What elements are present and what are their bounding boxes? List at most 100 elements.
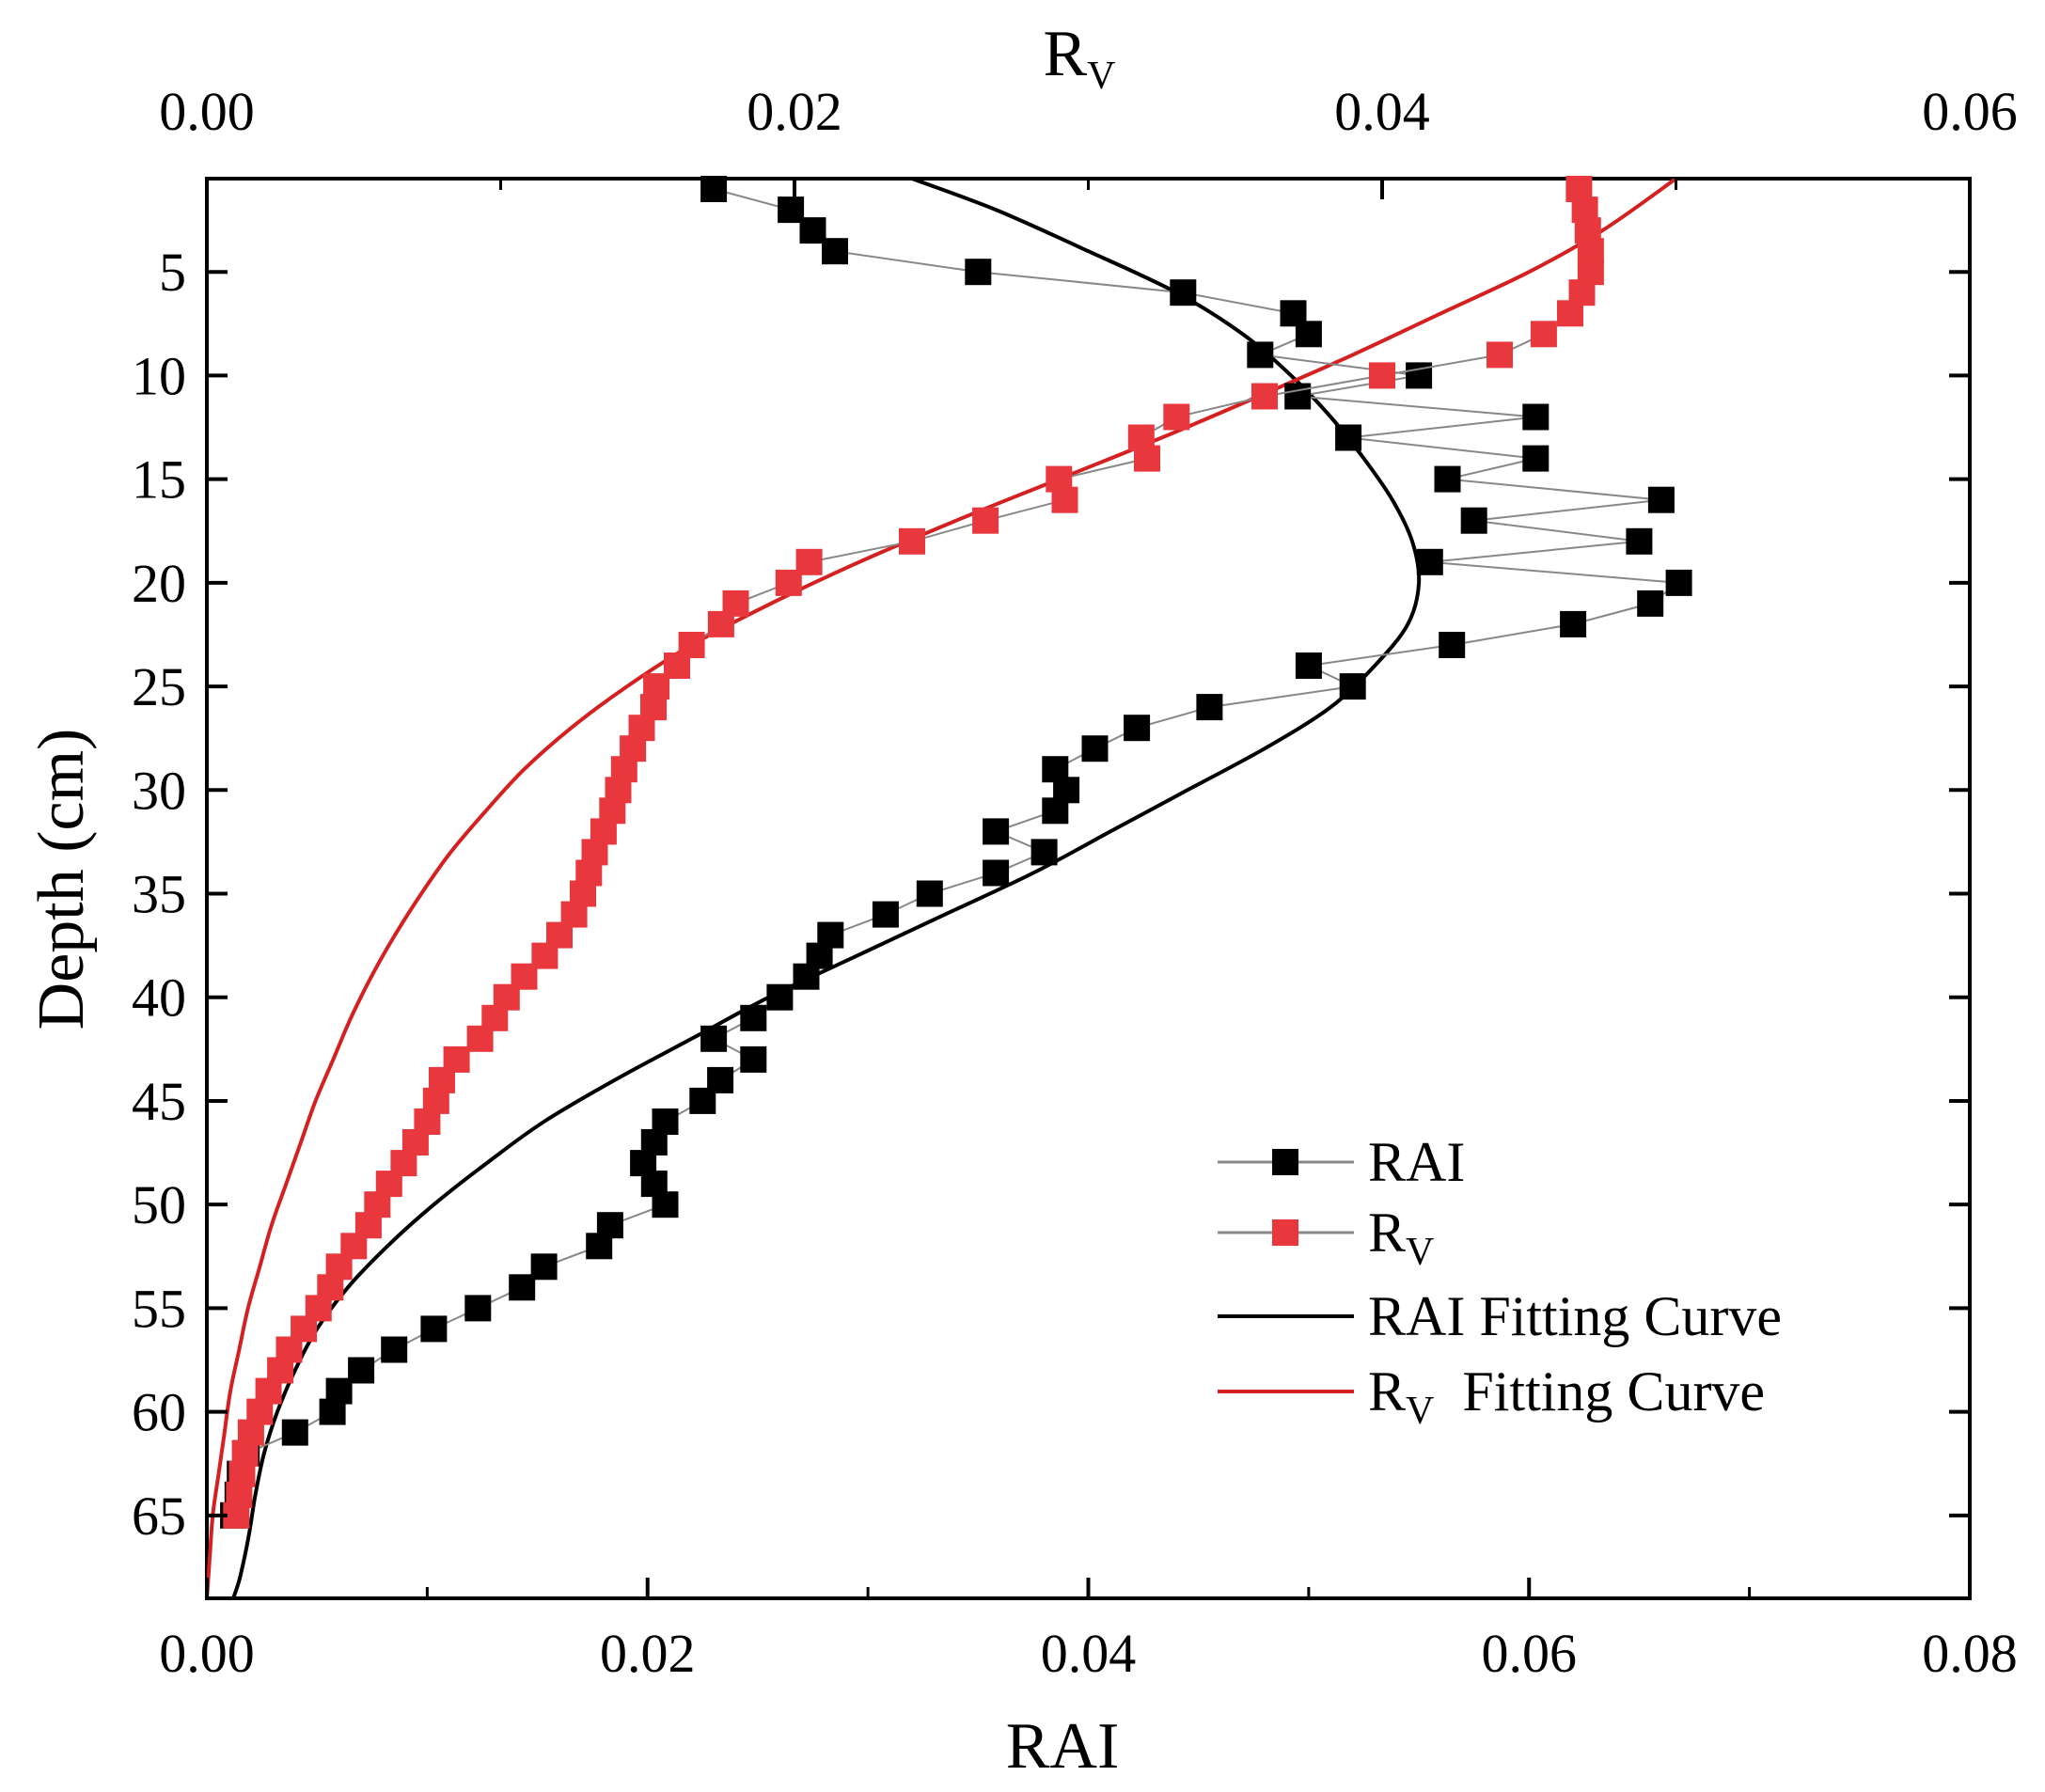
rv-point-17 [972,507,999,534]
rai-point-10 [1406,362,1433,389]
rai-point-16 [1647,486,1675,513]
rai-point-9 [1247,341,1274,369]
rv-point-12 [1163,403,1190,431]
rv-point-18 [899,527,925,555]
rai-point-1 [700,176,728,202]
rai-point-26 [1196,694,1223,721]
rai-point-57 [381,1336,408,1363]
rai-point-17 [1460,507,1487,534]
rai-point-43 [740,1045,767,1073]
rai-point-56 [420,1315,448,1343]
rai-point-28 [1081,735,1109,762]
x-bottom-axis-title: RAI [1006,1710,1120,1783]
rai-point-45 [689,1087,716,1114]
legend-rai-marker [1272,1149,1298,1175]
rv-point-9 [1487,341,1513,369]
rai-point-41 [740,1004,767,1031]
x-bottom-tick-label: 0.00 [159,1623,255,1684]
x-top-tick-label: 0.02 [747,81,842,142]
x-top-tick-label: 0.04 [1334,81,1430,142]
rai-point-24 [1295,652,1322,679]
rai-point-15 [1434,465,1461,493]
rai-point-33 [1030,839,1058,866]
rai-point-20 [1665,569,1692,596]
rai-point-19 [1416,548,1443,575]
rai-point-14 [1522,445,1549,472]
rv-point-16 [1051,486,1078,513]
rv-point-7 [1557,300,1583,327]
y-tick-label: 5 [159,242,186,303]
rai-point-61 [281,1419,308,1446]
rai-point-39 [793,963,820,990]
rai-point-40 [766,983,794,1011]
rai-point-34 [983,859,1010,887]
axes-group: 5 10 15 20 25 30 35 40 45 50 55 60 65 0.00 0.02 0.04 0.0… [132,81,2018,1684]
rai-point-35 [916,880,943,907]
x-bottom-tick-label: 0.04 [1041,1623,1137,1684]
rai-point-6 [1170,279,1197,307]
legend-rv-fit-label: RV Fitting Curve [1368,1360,1765,1433]
y-tick-label: 55 [132,1278,186,1339]
y-tick-label: 40 [132,967,186,1029]
rai-point-53 [530,1253,558,1281]
rai-point-27 [1124,715,1151,742]
rai-point-36 [872,901,899,928]
rai-point-8 [1295,321,1322,348]
y-tick-label: 60 [132,1382,186,1443]
rv-point-22 [707,610,734,637]
rv-point-20 [775,569,802,596]
rai-point-4 [822,238,848,265]
rai-point-5 [965,259,992,286]
rai-point-2 [778,196,805,224]
x-bottom-tick-label: 0.02 [600,1623,696,1684]
rai-point-55 [464,1295,492,1322]
rai-point-25 [1339,673,1366,700]
rv-point-11 [1251,383,1278,410]
legend-rv-label: RV [1368,1202,1434,1274]
x-top-tick-label: 0.06 [1922,81,2018,142]
rai-point-31 [1042,797,1069,825]
x-bottom-tick-label: 0.06 [1482,1623,1578,1684]
rai-point-3 [799,217,826,244]
y-axis-title: Depth (cm) [25,729,98,1030]
rai-point-52 [586,1233,613,1260]
y-tick-label: 65 [132,1485,186,1547]
legend: RAI RV RAI Fitting Curve RV Fitting Curv… [1218,1131,1782,1433]
rai-point-22 [1560,610,1587,637]
x-bottom-tick-label: 0.08 [1922,1623,2018,1684]
y-tick-label: 25 [132,656,186,717]
legend-rai-fit-label: RAI Fitting Curve [1368,1285,1782,1347]
data-series-group [220,176,1692,1529]
rai-point-42 [700,1025,728,1052]
legend-rai-label: RAI [1368,1131,1465,1193]
x-top-axis-title: RV [1043,18,1115,98]
y-tick-label: 15 [132,449,186,511]
rai-point-54 [509,1274,536,1301]
legend-rv-marker [1272,1219,1298,1246]
x-top-tick-label: 0.00 [159,81,255,142]
rai-fit-curve [231,179,1422,1598]
rv-point-8 [1530,321,1557,348]
rai-point-11 [1284,383,1312,410]
rv-point-42 [466,1025,494,1052]
y-tick-label: 35 [132,864,186,925]
y-tick-label: 45 [132,1071,186,1132]
rv-point-14 [1134,445,1160,472]
y-tick-label: 50 [132,1174,186,1235]
rai-point-50 [652,1191,679,1218]
rai-point-21 [1637,589,1664,617]
y-tick-label: 20 [132,553,186,614]
rai-point-23 [1439,632,1466,658]
rai-point-60 [319,1398,346,1425]
y-tick-label: 30 [132,760,186,821]
y-tick-label: 10 [132,345,186,406]
axis-titles-group: RV RAI Depth (cm) [25,18,1119,1783]
rai-point-32 [983,818,1010,845]
rai-point-13 [1335,424,1362,451]
rai-point-12 [1522,403,1549,431]
rai-point-18 [1626,527,1653,555]
rai-point-58 [348,1357,375,1384]
rv-point-10 [1369,362,1395,389]
